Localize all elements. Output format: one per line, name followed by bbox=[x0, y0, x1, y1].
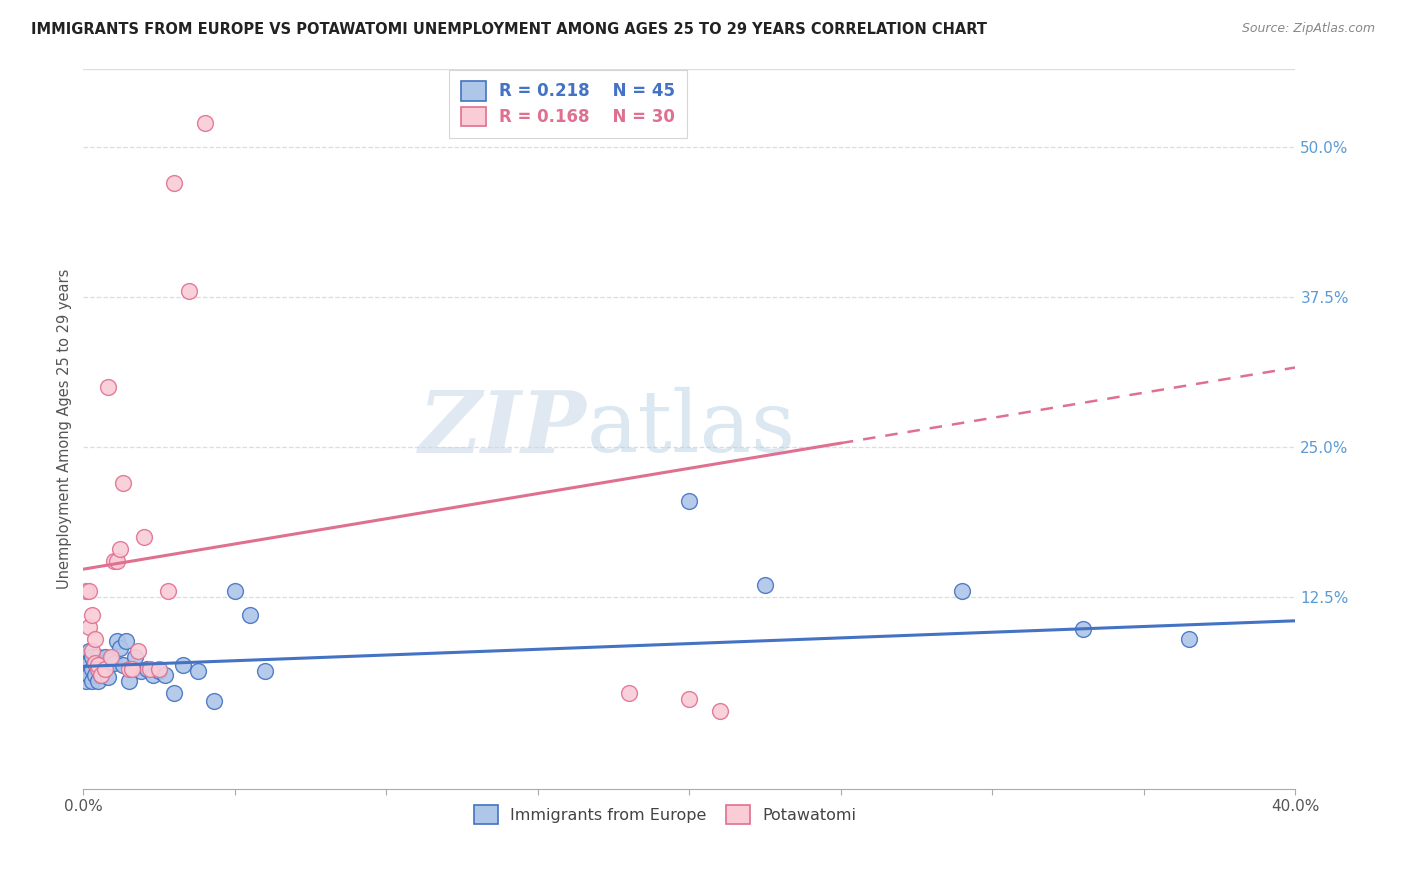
Point bbox=[96, 379, 118, 393]
Point bbox=[121, 662, 143, 676]
Point bbox=[75, 649, 97, 664]
Point bbox=[82, 644, 104, 658]
Point bbox=[82, 607, 104, 622]
Point bbox=[75, 673, 97, 688]
Point bbox=[90, 656, 112, 670]
Point bbox=[84, 668, 107, 682]
Point bbox=[108, 541, 131, 556]
Point bbox=[114, 634, 136, 648]
Point bbox=[709, 704, 731, 718]
Point bbox=[79, 583, 101, 598]
Point bbox=[82, 662, 104, 676]
Point bbox=[87, 673, 110, 688]
Point bbox=[617, 686, 640, 700]
Point bbox=[136, 662, 159, 676]
Point bbox=[163, 686, 186, 700]
Point bbox=[950, 583, 973, 598]
Point bbox=[118, 673, 141, 688]
Text: Source: ZipAtlas.com: Source: ZipAtlas.com bbox=[1241, 22, 1375, 36]
Point bbox=[754, 578, 776, 592]
Point bbox=[79, 668, 101, 682]
Point bbox=[87, 649, 110, 664]
Point bbox=[100, 653, 122, 667]
Point bbox=[1073, 622, 1095, 636]
Point bbox=[124, 649, 146, 664]
Point bbox=[224, 583, 246, 598]
Point bbox=[187, 664, 209, 678]
Point bbox=[148, 664, 170, 678]
Y-axis label: Unemployment Among Ages 25 to 29 years: Unemployment Among Ages 25 to 29 years bbox=[58, 268, 72, 589]
Point bbox=[142, 668, 165, 682]
Point bbox=[163, 176, 186, 190]
Legend: Immigrants from Europe, Potawatomi: Immigrants from Europe, Potawatomi bbox=[463, 794, 868, 835]
Point bbox=[96, 658, 118, 673]
Point bbox=[1178, 632, 1201, 646]
Point bbox=[87, 662, 110, 676]
Point bbox=[678, 691, 700, 706]
Point bbox=[105, 634, 128, 648]
Point bbox=[132, 530, 155, 544]
Point bbox=[84, 656, 107, 670]
Point bbox=[79, 656, 101, 670]
Point bbox=[79, 644, 101, 658]
Point bbox=[202, 694, 225, 708]
Point bbox=[103, 656, 125, 670]
Text: atlas: atlas bbox=[586, 387, 796, 470]
Point bbox=[105, 554, 128, 568]
Point bbox=[129, 664, 152, 678]
Point bbox=[179, 284, 201, 298]
Point bbox=[172, 658, 194, 673]
Point bbox=[157, 583, 180, 598]
Point bbox=[103, 554, 125, 568]
Point bbox=[93, 662, 115, 676]
Point bbox=[193, 115, 215, 129]
Point bbox=[82, 649, 104, 664]
Text: IMMIGRANTS FROM EUROPE VS POTAWATOMI UNEMPLOYMENT AMONG AGES 25 TO 29 YEARS CORR: IMMIGRANTS FROM EUROPE VS POTAWATOMI UNE… bbox=[31, 22, 987, 37]
Point bbox=[96, 670, 118, 684]
Text: ZIP: ZIP bbox=[419, 387, 586, 470]
Point bbox=[139, 662, 162, 676]
Point bbox=[127, 644, 149, 658]
Point bbox=[75, 583, 97, 598]
Point bbox=[75, 662, 97, 676]
Point bbox=[84, 656, 107, 670]
Point bbox=[111, 658, 134, 673]
Point bbox=[79, 620, 101, 634]
Point bbox=[87, 662, 110, 676]
Point bbox=[93, 662, 115, 676]
Point bbox=[90, 668, 112, 682]
Point bbox=[111, 475, 134, 490]
Point bbox=[239, 607, 262, 622]
Point bbox=[254, 664, 277, 678]
Point bbox=[84, 632, 107, 646]
Point bbox=[678, 493, 700, 508]
Point bbox=[148, 662, 170, 676]
Point bbox=[108, 641, 131, 656]
Point bbox=[87, 658, 110, 673]
Point bbox=[93, 649, 115, 664]
Point bbox=[82, 673, 104, 688]
Point bbox=[90, 668, 112, 682]
Point bbox=[153, 668, 176, 682]
Point bbox=[118, 662, 141, 676]
Point bbox=[100, 649, 122, 664]
